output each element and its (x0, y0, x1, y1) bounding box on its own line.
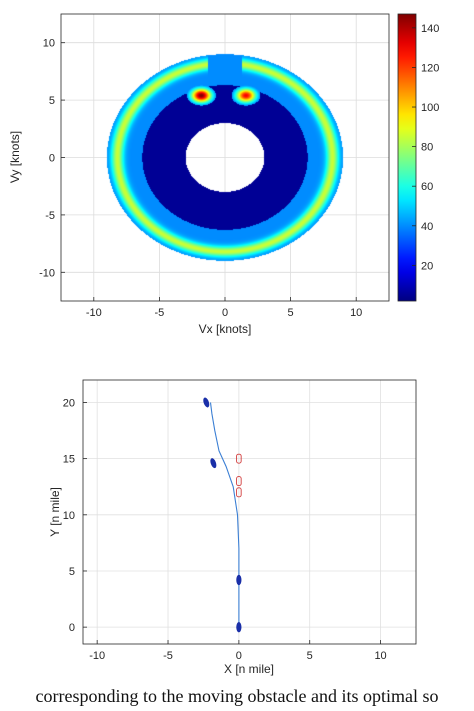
heatmap-x-tick-label: -5 (155, 307, 165, 319)
trajectory-grid (83, 380, 416, 644)
trajectory-x-tick-label: 0 (236, 650, 242, 662)
trajectory-y-tick-label: 10 (63, 510, 75, 522)
heatmap-y-tick-label: -5 (45, 210, 55, 222)
ownship-marker (236, 574, 242, 586)
obstacle-marker (236, 476, 242, 487)
trajectory-x-tick-label: -10 (89, 650, 105, 662)
heatmap-y-tick-label: -10 (39, 267, 55, 279)
ownship-marker (210, 458, 217, 469)
trajectory-chart: -10 -5 0 5 10 0 5 10 15 20 X [n mile] Y [n mile] (48, 379, 417, 676)
heatmap-y-tick-label: 5 (49, 95, 55, 107)
colorbar-tick-label: 20 (421, 260, 433, 272)
heatmap-image (61, 14, 389, 301)
heatmap-x-ticks: -10 -5 0 5 10 (86, 297, 362, 319)
trajectory-y-tick-label: 15 (63, 454, 75, 466)
trajectory-series (203, 397, 242, 633)
heatmap-x-tick-label: -10 (86, 307, 102, 319)
colorbar-tick-label: 140 (421, 23, 439, 35)
trajectory-axes-frame (82, 379, 417, 645)
heatmap-x-label: Vx [knots] (199, 322, 252, 336)
trajectory-axes-bg (83, 380, 416, 644)
heatmap-chart: -10 -5 0 5 10 -10 -5 0 5 10 Vx [knots] Vy [knots… (8, 13, 439, 336)
trajectory-x-tick-label: -5 (163, 650, 173, 662)
trajectory-x-label: X [n mile] (224, 662, 274, 676)
ownship-path-line (209, 402, 240, 628)
colorbar-tick-label: 80 (421, 142, 433, 154)
colorbar-tick-label: 120 (421, 62, 439, 74)
obstacle-marker (236, 453, 242, 464)
trajectory-x-tick-label: 5 (307, 650, 313, 662)
heatmap-y-label: Vy [knots] (8, 131, 22, 183)
trajectory-y-ticks: 0 5 10 15 20 (63, 397, 87, 634)
figure-caption: corresponding to the moving obstacle and… (35, 686, 439, 706)
heatmap-y-ticks: -10 -5 0 5 10 (39, 38, 65, 279)
trajectory-y-label: Y [n mile] (48, 487, 62, 537)
heatmap-x-tick-label: 10 (350, 307, 362, 319)
colorbar-tick-label: 60 (421, 181, 433, 193)
colorbar-tick-label: 40 (421, 221, 433, 233)
obstacle-marker (236, 487, 242, 498)
trajectory-y-tick-label: 0 (69, 622, 75, 634)
colorbar-ticks: 20 40 60 80 100 120 140 (412, 23, 439, 272)
heatmap-x-tick-label: 5 (288, 307, 294, 319)
heatmap-y-tick-label: 0 (49, 153, 55, 165)
colorbar (397, 13, 417, 302)
heatmap-x-tick-label: 0 (222, 307, 228, 319)
ownship-marker (203, 397, 210, 408)
ownship-marker (236, 621, 242, 633)
colorbar-tick-label: 100 (421, 102, 439, 114)
trajectory-y-tick-label: 5 (69, 566, 75, 578)
trajectory-x-tick-label: 10 (374, 650, 386, 662)
trajectory-x-ticks: -10 -5 0 5 10 (89, 640, 387, 662)
trajectory-y-tick-label: 20 (63, 397, 75, 409)
heatmap-y-tick-label: 10 (43, 38, 55, 50)
